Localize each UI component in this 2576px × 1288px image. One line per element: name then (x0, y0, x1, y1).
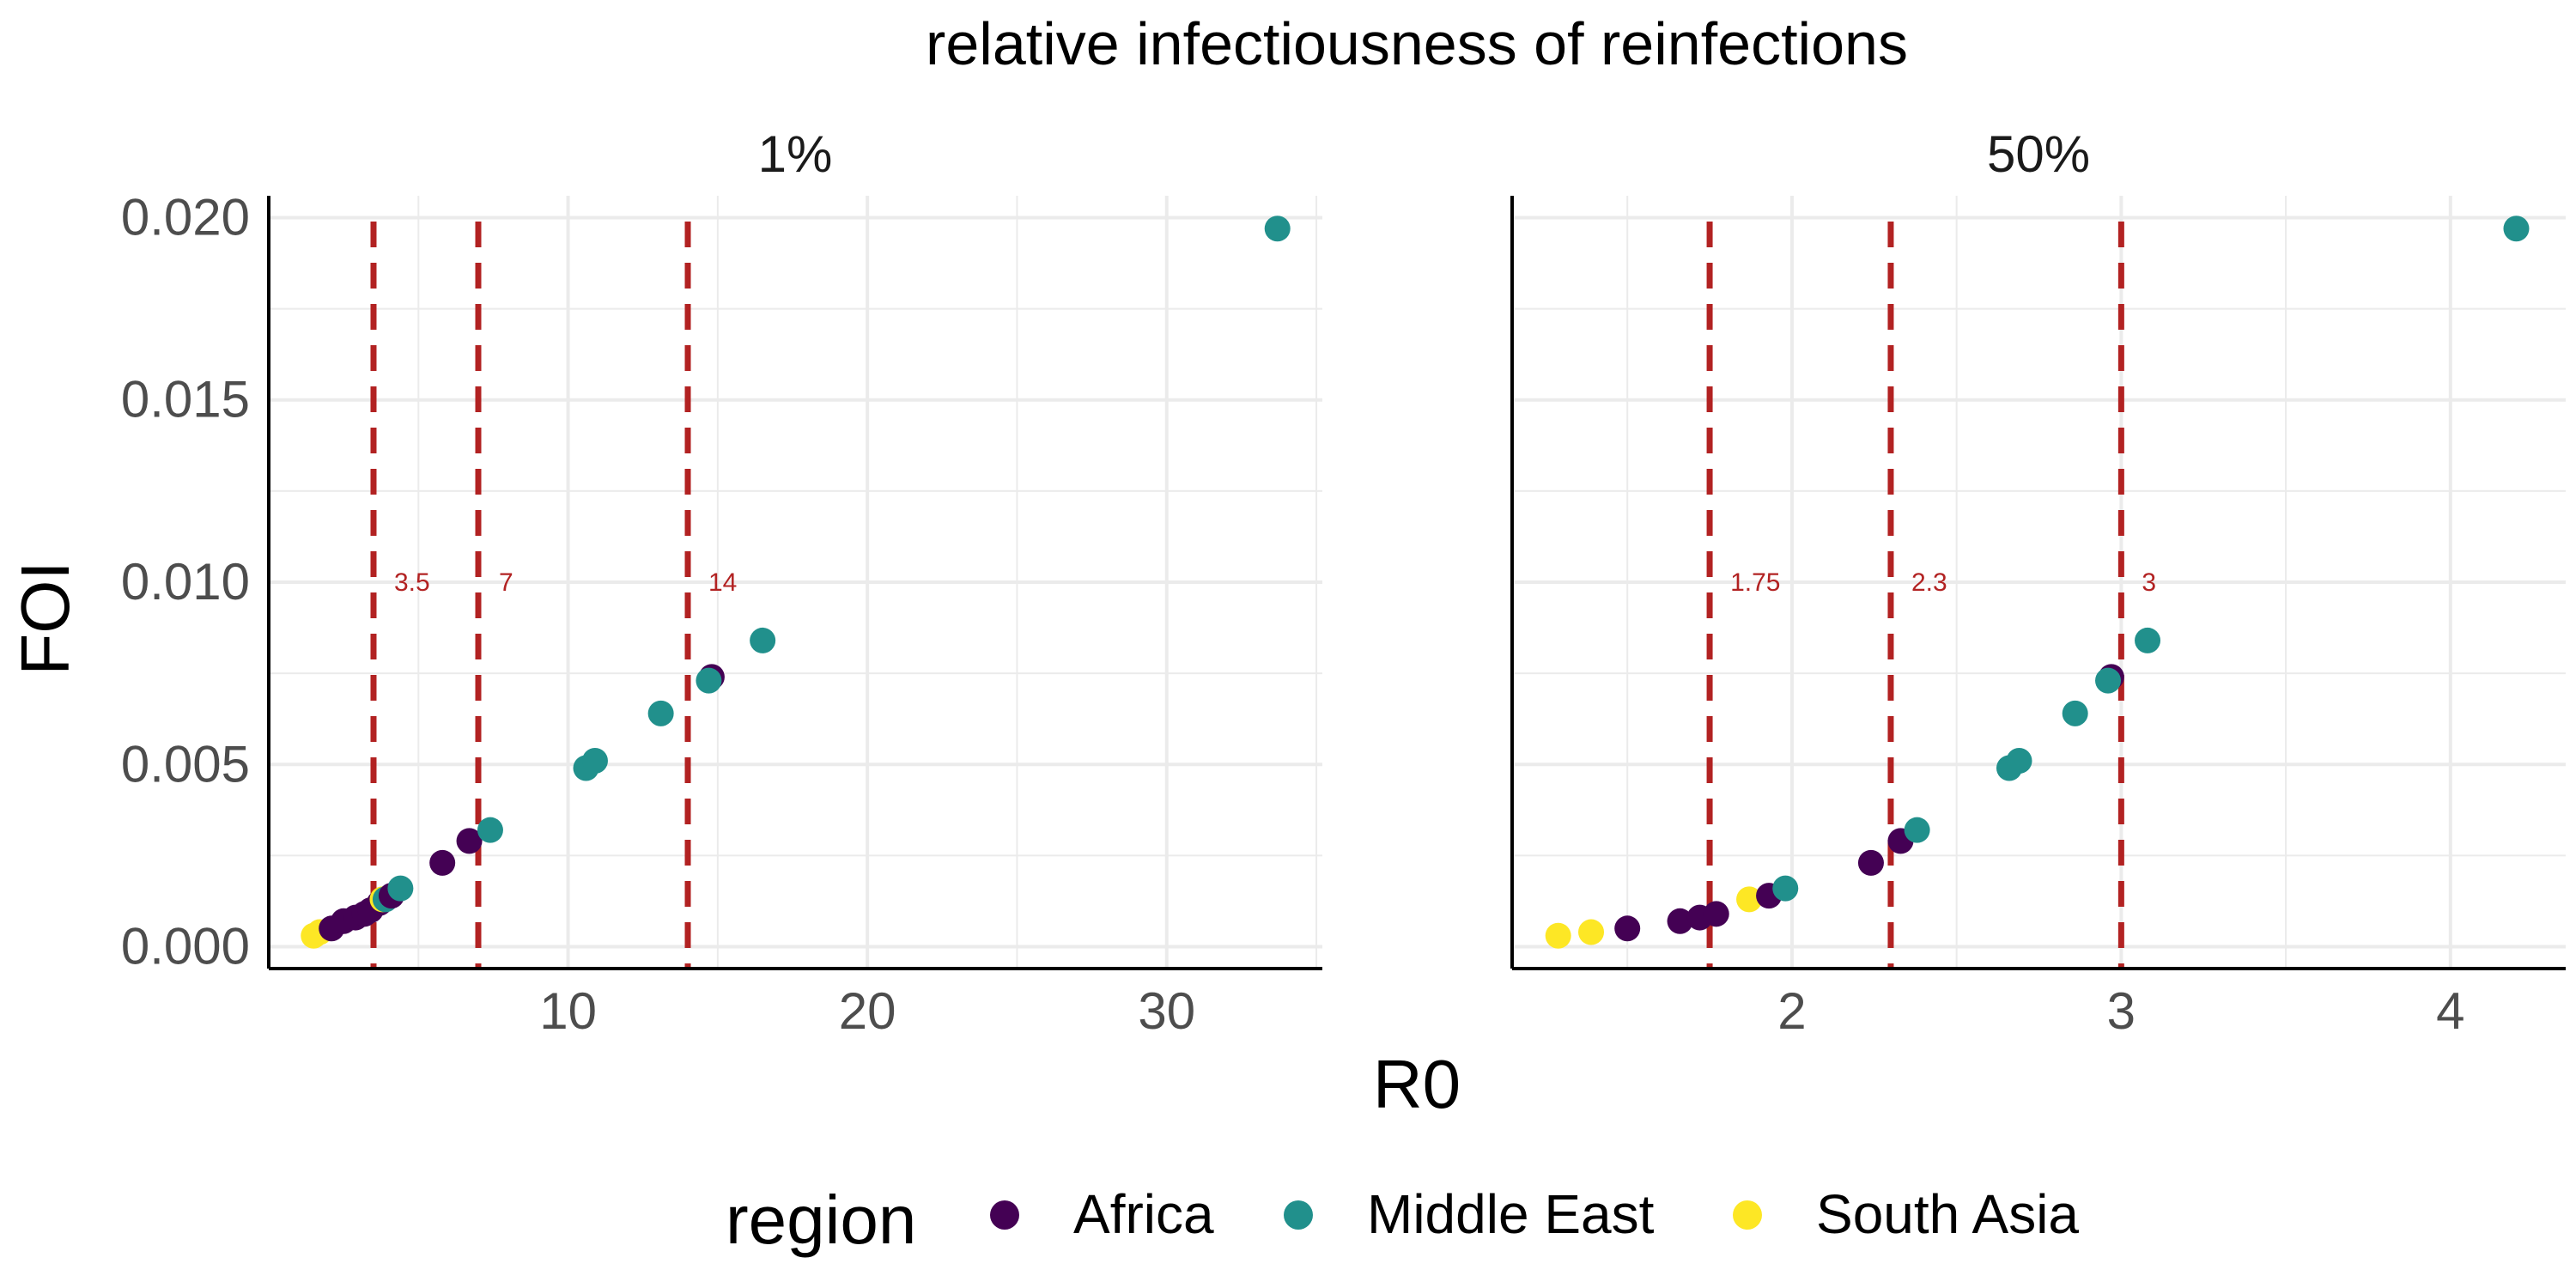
reference-line-label: 14 (708, 568, 737, 597)
panel-strip-label: 1% (758, 125, 833, 183)
data-points (1545, 216, 2530, 949)
panel-axes (1510, 196, 2566, 970)
chart-title: relative infectiousness of reinfections (926, 10, 1908, 77)
legend-key-middle-east (1284, 1200, 1313, 1230)
y-axis-label: FOI (7, 561, 83, 675)
y-tick-label: 0.020 (121, 188, 250, 246)
data-point-south-asia (1578, 919, 1605, 945)
legend: region Africa Middle East South Asia (726, 1182, 2079, 1258)
data-point-middle-east (1904, 817, 1930, 843)
data-point-middle-east (1772, 875, 1799, 902)
data-point-africa (1667, 908, 1693, 934)
data-point-middle-east (2503, 216, 2530, 242)
x-tick-labels: 2 3 4 (1777, 982, 2464, 1040)
legend-key-south-asia (1733, 1200, 1762, 1230)
y-tick-label: 0.010 (121, 553, 250, 611)
reference-line-label: 7 (499, 568, 513, 597)
x-tick-label: 3 (2107, 982, 2136, 1040)
data-point-middle-east (647, 700, 674, 726)
x-tick-label: 4 (2436, 982, 2464, 1040)
x-tick-labels: 10 20 30 (539, 982, 1195, 1040)
legend-label: Africa (1073, 1183, 1214, 1245)
reference-line-label: 1.75 (1730, 568, 1780, 597)
reference-line-label: 2.3 (1911, 568, 1947, 597)
data-point-middle-east (696, 667, 722, 694)
reference-line-label: 3 (2142, 568, 2156, 597)
panel-axes (267, 196, 1322, 970)
data-point-middle-east (387, 875, 414, 902)
data-points (301, 216, 1291, 949)
data-point-middle-east (581, 748, 608, 775)
x-tick-label: 10 (539, 982, 597, 1040)
data-point-middle-east (477, 817, 503, 843)
data-point-middle-east (2135, 627, 2161, 653)
legend-label: South Asia (1816, 1183, 2079, 1245)
reference-lines: 1.75 2.3 3 (1706, 222, 2156, 969)
data-point-south-asia (1736, 886, 1763, 913)
data-point-middle-east (2062, 700, 2088, 726)
panel-grid (269, 196, 1322, 969)
panel-strip-label: 50% (1987, 125, 2090, 183)
panel-50-percent: 50% 1.75 2.3 3 2 3 4 (1510, 125, 2566, 1040)
y-tick-label: 0.015 (121, 371, 250, 428)
legend-key-africa (990, 1200, 1019, 1230)
panel-1-percent: 1% 3.5 7 14 0.000 0.005 0.010 0.015 0.020 10 20… (121, 125, 1322, 1040)
reference-line-label: 3.5 (394, 568, 430, 597)
x-axis-label: R0 (1373, 1046, 1461, 1122)
panel-grid (1512, 196, 2566, 969)
y-tick-label: 0.000 (121, 918, 250, 975)
data-point-africa (1857, 849, 1884, 876)
data-point-middle-east (750, 627, 776, 653)
data-point-middle-east (2006, 748, 2032, 775)
reference-lines: 3.5 7 14 (370, 222, 737, 969)
data-point-africa (456, 828, 483, 854)
x-tick-label: 2 (1777, 982, 1806, 1040)
data-point-africa (429, 849, 456, 876)
data-point-africa (1614, 915, 1641, 942)
y-tick-label: 0.005 (121, 735, 250, 793)
legend-label: Middle East (1367, 1183, 1655, 1245)
legend-title: region (726, 1182, 916, 1258)
x-tick-label: 30 (1138, 982, 1195, 1040)
data-point-south-asia (1545, 922, 1571, 949)
data-point-middle-east (1264, 216, 1291, 242)
x-tick-label: 20 (839, 982, 896, 1040)
data-point-middle-east (2095, 667, 2122, 694)
y-tick-labels: 0.000 0.005 0.010 0.015 0.020 (121, 188, 250, 975)
data-point-africa (1703, 901, 1729, 927)
legend-entries: Africa Middle East South Asia (990, 1183, 2079, 1245)
